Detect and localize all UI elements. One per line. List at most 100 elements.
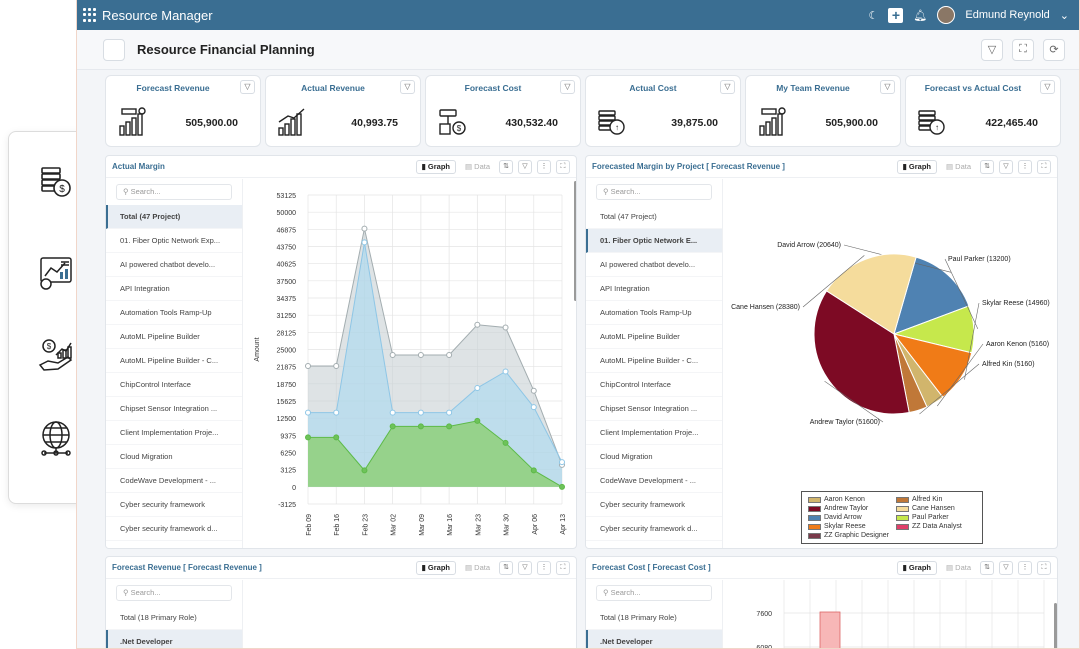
legend-item[interactable]: ZZ Data Analyst — [896, 522, 976, 531]
list-item[interactable]: API Integration — [586, 277, 722, 301]
filter-icon[interactable]: ▽ — [400, 80, 415, 94]
data-point[interactable] — [389, 351, 396, 358]
legend-item[interactable]: David Arrow — [808, 513, 896, 522]
bar[interactable] — [819, 611, 841, 649]
data-point[interactable] — [559, 483, 565, 490]
app-launcher-icon[interactable] — [83, 7, 98, 23]
data-point[interactable] — [333, 362, 340, 369]
user-name[interactable]: Edmund Reynold — [965, 9, 1050, 21]
list-item[interactable]: Client Implementation Proje... — [106, 421, 242, 445]
list-item[interactable]: .Net Developer — [106, 630, 242, 648]
data-point[interactable] — [446, 409, 453, 416]
data-point[interactable] — [417, 409, 424, 416]
graph-toggle-button[interactable]: ▮ Graph — [896, 560, 937, 575]
pie-slice[interactable] — [825, 253, 917, 335]
more-options-icon[interactable]: ⋮ — [537, 560, 551, 575]
global-finance-network-icon[interactable] — [36, 418, 76, 458]
data-point[interactable] — [446, 423, 453, 430]
fullscreen-icon[interactable]: ⛶ — [556, 159, 570, 174]
kpi-card[interactable]: Forecast vs Actual Cost ▽ ↑ 422,465.40 — [905, 75, 1061, 147]
more-options-icon[interactable]: ⋮ — [1018, 560, 1032, 575]
more-options-icon[interactable]: ⋮ — [537, 159, 551, 174]
data-point[interactable] — [530, 467, 537, 474]
sort-icon[interactable]: ⇅ — [499, 560, 513, 575]
fullscreen-icon[interactable]: ⛶ — [1037, 560, 1051, 575]
search-input[interactable]: ⚲ Search... — [116, 585, 232, 601]
pie-slice[interactable] — [813, 290, 910, 415]
chevron-down-icon[interactable]: ⌄ — [1059, 9, 1069, 22]
filter-icon[interactable]: ▽ — [560, 80, 575, 94]
list-item[interactable]: Client Implementation Proje... — [586, 421, 722, 445]
filter-icon[interactable]: ▽ — [240, 80, 255, 94]
more-options-icon[interactable]: ⋮ — [1018, 159, 1032, 174]
graph-toggle-button[interactable]: ▮ Graph — [896, 159, 937, 174]
list-item[interactable]: AI powered chatbot develo... — [586, 253, 722, 277]
dark-mode-moon-icon[interactable]: ☾ — [868, 9, 879, 22]
data-point[interactable] — [389, 423, 396, 430]
data-toggle-button[interactable]: ▤ Data — [945, 161, 971, 171]
list-item[interactable]: ChipControl Interface — [106, 373, 242, 397]
fullscreen-icon[interactable]: ⛶ — [556, 560, 570, 575]
filter-icon[interactable]: ▽ — [518, 560, 532, 575]
list-item[interactable]: AutoML Pipeline Builder — [106, 325, 242, 349]
data-point[interactable] — [502, 368, 509, 375]
list-item[interactable]: API Integration — [106, 277, 242, 301]
filter-icon[interactable]: ▽ — [880, 80, 895, 94]
graph-toggle-button[interactable]: ▮ Graph — [415, 159, 456, 174]
data-point[interactable] — [417, 351, 424, 358]
list-item[interactable]: AI powered chatbot develo... — [106, 253, 242, 277]
kpi-card[interactable]: Actual Cost ▽ ↑ 39,875.00 — [585, 75, 741, 147]
fullscreen-icon[interactable]: ⛶ — [1012, 38, 1034, 61]
filter-icon[interactable]: ▽ — [518, 159, 532, 174]
data-point[interactable] — [530, 387, 537, 394]
list-item[interactable]: Cyber security framework d... — [586, 517, 722, 541]
legend-item[interactable]: Aaron Kenon — [808, 495, 896, 504]
legend-item[interactable]: Andrew Taylor — [808, 504, 896, 513]
data-point[interactable] — [417, 423, 424, 430]
hand-money-growth-icon[interactable]: $ — [36, 335, 76, 375]
data-point[interactable] — [361, 239, 368, 246]
coin-stack-icon[interactable]: $ — [36, 162, 76, 202]
sort-icon[interactable]: ⇅ — [980, 159, 994, 174]
graph-toggle-button[interactable]: ▮ Graph — [415, 560, 456, 575]
list-item[interactable]: .Net Developer — [586, 630, 722, 648]
list-item[interactable]: Total (47 Project) — [106, 205, 242, 229]
filter-icon[interactable]: ▽ — [999, 560, 1013, 575]
sort-icon[interactable]: ⇅ — [499, 159, 513, 174]
filter-icon[interactable]: ▽ — [999, 159, 1013, 174]
kpi-card[interactable]: Forecast Revenue ▽ 505,900.00 — [105, 75, 261, 147]
data-point[interactable] — [305, 362, 311, 369]
legend-item[interactable]: Paul Parker — [896, 513, 976, 522]
filter-icon[interactable]: ▽ — [720, 80, 735, 94]
data-point[interactable] — [305, 409, 311, 416]
list-item[interactable]: Total (18 Primary Role) — [586, 606, 722, 630]
data-point[interactable] — [333, 409, 340, 416]
legend-item[interactable]: Skylar Reese — [808, 522, 896, 531]
data-toggle-button[interactable]: ▤ Data — [464, 562, 490, 572]
kpi-card[interactable]: Actual Revenue ▽ 40,993.75 — [265, 75, 421, 147]
list-item[interactable]: Total (47 Project) — [586, 205, 722, 229]
list-item[interactable]: Cloud Migration — [586, 445, 722, 469]
analytics-dashboard-icon[interactable] — [36, 252, 76, 292]
data-toggle-button[interactable]: ▤ Data — [464, 161, 490, 171]
list-item[interactable]: Chipset Sensor Integration ... — [586, 397, 722, 421]
kpi-card[interactable]: My Team Revenue ▽ 505,900.00 — [745, 75, 901, 147]
data-point[interactable] — [333, 434, 340, 441]
data-point[interactable] — [530, 404, 537, 411]
list-item[interactable]: Cyber security framework — [586, 493, 722, 517]
data-point[interactable] — [474, 417, 481, 424]
add-icon[interactable]: + — [888, 7, 904, 23]
legend-item[interactable]: ZZ Graphic Designer — [808, 531, 896, 540]
legend-item[interactable]: Alfred Kin — [896, 495, 976, 504]
filter-icon[interactable]: ▽ — [981, 38, 1003, 61]
scrollbar[interactable] — [1054, 603, 1057, 649]
data-point[interactable] — [559, 459, 565, 466]
filter-icon[interactable]: ▽ — [1040, 80, 1055, 94]
data-point[interactable] — [389, 409, 396, 416]
scrollbar[interactable] — [574, 181, 577, 301]
search-input[interactable]: ⚲ Search... — [596, 585, 712, 601]
list-item[interactable]: AutoML Pipeline Builder - C... — [106, 349, 242, 373]
list-item[interactable]: Chipset Sensor Integration ... — [106, 397, 242, 421]
kpi-card[interactable]: Forecast Cost ▽ $430,532.40 — [425, 75, 581, 147]
avatar[interactable] — [937, 6, 956, 24]
